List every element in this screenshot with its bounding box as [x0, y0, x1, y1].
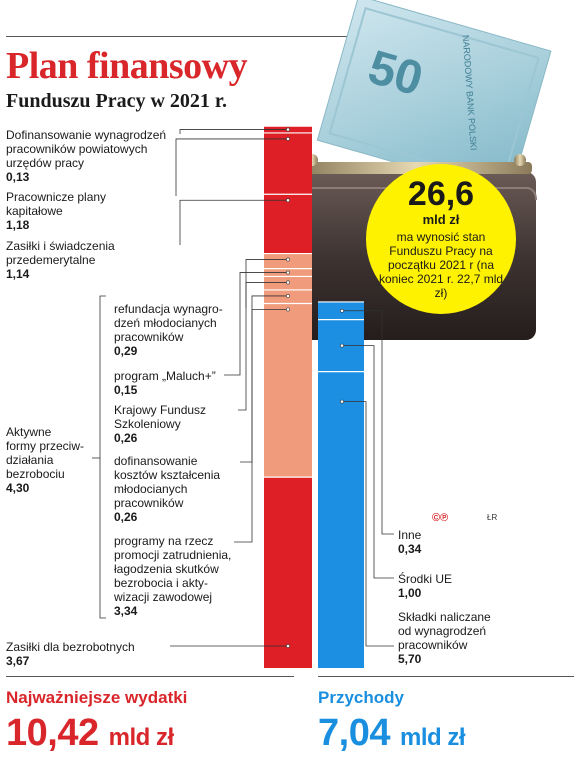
income-name: Inne [398, 528, 422, 542]
leader-line [175, 138, 288, 196]
expense-bar-segment [264, 303, 312, 478]
bottom-rule-expenses [6, 676, 294, 677]
page-subtitle: Funduszu Pracy w 2021 r. [6, 90, 227, 112]
leader-line [342, 310, 394, 535]
leader-dot [340, 399, 344, 404]
top-rule [6, 36, 494, 37]
expense-label: Dofinansowanie wynagrodzeń pracowników p… [6, 128, 166, 184]
expenses-title: Najważniejsze wydatki [6, 688, 188, 707]
copyright-mark: ©℗ [432, 512, 449, 524]
expense-label: dofinansowanie kosztów kształcenia młodo… [114, 454, 220, 524]
leader-dot [286, 294, 290, 298]
expense-name: dofinansowanie kosztów kształcenia młodo… [114, 454, 221, 510]
expense-name: Zasiłki dla bezrobotnych [6, 640, 135, 654]
income-value: 0,34 [398, 542, 422, 556]
badge-value: 26,6 [407, 175, 475, 213]
expenses-total: 10,42 mld zł [6, 712, 174, 755]
expense-value: 0,29 [114, 344, 138, 358]
expense-value: 3,34 [114, 604, 138, 618]
leader-line [234, 309, 288, 543]
badge-description: ma wynosić stan Funduszu Pracy na począt… [378, 230, 504, 300]
expense-value: 0,26 [114, 510, 138, 524]
income-name: Składki naliczane od wynagrodzeń pracown… [398, 610, 491, 652]
group-bracket [99, 295, 106, 619]
expense-value: 0,13 [6, 170, 30, 184]
expense-name: program „Maluch+” [114, 369, 216, 383]
leader-line [224, 272, 288, 376]
income-value: 5,70 [398, 652, 422, 666]
badge-unit: mld zł [422, 212, 460, 227]
leader-line [179, 129, 288, 134]
leader-line [238, 282, 288, 411]
group-label: Aktywne formy przeciw- działania bezrobo… [6, 425, 84, 495]
author-initials: ŁR [487, 513, 498, 522]
income-total-unit: mld zł [400, 724, 466, 751]
leader-dot [286, 127, 290, 132]
expense-name: Zasiłki i świadczenia przedemerytalne [6, 239, 115, 267]
income-total-value: 7,04 [318, 712, 390, 754]
leader-dot [286, 307, 290, 312]
expense-label: programy na rzecz promocji zatrudnienia,… [114, 534, 231, 618]
expense-value: 0,15 [114, 383, 138, 397]
group-value: 4,30 [6, 481, 30, 495]
expense-value: 1,14 [6, 267, 30, 281]
expense-label: Zasiłki dla bezrobotnych 3,67 [6, 640, 135, 668]
income-total: 7,04 mld zł [318, 712, 466, 755]
expense-name: refundacja wynagro- dzeń młodocianych pr… [114, 302, 223, 344]
leader-line [342, 401, 394, 647]
leader-dot [286, 280, 290, 285]
leader-dot [340, 308, 344, 313]
income-label: Inne 0,34 [398, 528, 421, 556]
expense-label: Krajowy Fundusz Szkoleniowy 0,26 [114, 403, 206, 445]
leader-dot [286, 137, 290, 141]
leader-line [342, 345, 394, 579]
income-value: 1,00 [398, 586, 422, 600]
expense-label: refundacja wynagro- dzeń młodocianych pr… [114, 302, 223, 358]
expense-label: Pracownicze plany kapitałowe 1,18 [6, 190, 106, 232]
expense-name: Krajowy Fundusz Szkoleniowy [114, 403, 207, 431]
expense-label: program „Maluch+” 0,15 [114, 369, 216, 397]
expenses-total-unit: mld zł [108, 724, 175, 751]
leader-dot [286, 257, 290, 262]
bottom-rule-income [318, 676, 574, 677]
expense-label: Zasiłki i świadczenia przedemerytalne 1,… [6, 239, 115, 281]
expense-value: 0,26 [114, 431, 138, 445]
expense-bar-segment [264, 477, 312, 668]
income-title: Przychody [318, 688, 404, 707]
leader-dot [340, 343, 344, 348]
page-title: Plan finansowy [6, 45, 248, 87]
expense-bar-segment [264, 132, 312, 195]
expense-name: Pracownicze plany kapitałowe [6, 190, 107, 218]
group-name: Aktywne formy przeciw- działania bezrobo… [6, 425, 85, 481]
fund-balance-badge: 26,6 mld zł ma wynosić stan Funduszu Pra… [366, 164, 516, 314]
expense-value: 1,18 [6, 218, 30, 232]
expense-value: 3,67 [6, 654, 30, 668]
leader-dot [286, 270, 290, 275]
income-label: Składki naliczane od wynagrodzeń pracown… [398, 610, 491, 666]
income-name: Środki UE [398, 572, 453, 586]
leader-line [179, 199, 288, 245]
income-label: Środki UE 1,00 [398, 572, 452, 600]
income-bar-segment [318, 371, 364, 668]
expense-bar-segment [264, 194, 312, 254]
expense-name: Dofinansowanie wynagrodzeń pracowników p… [6, 128, 167, 170]
expenses-total-value: 10,42 [6, 712, 99, 754]
leader-dot [286, 644, 290, 648]
leader-dot [286, 198, 290, 203]
expense-name: programy na rzecz promocji zatrudnienia,… [114, 534, 232, 604]
